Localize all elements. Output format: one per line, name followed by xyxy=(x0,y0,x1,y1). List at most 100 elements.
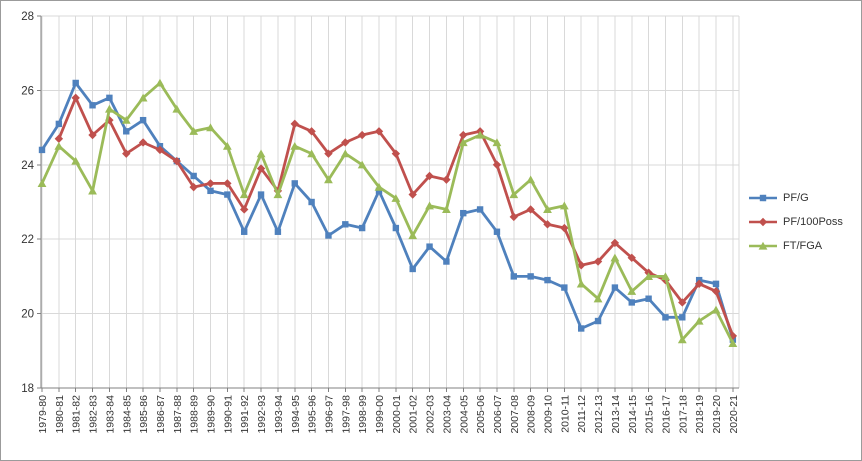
data-point xyxy=(324,175,333,184)
data-point xyxy=(460,209,467,217)
data-point xyxy=(594,317,602,325)
x-tick-label: 2018-19 xyxy=(694,395,706,434)
data-point xyxy=(475,130,485,139)
data-point xyxy=(291,180,298,187)
data-point xyxy=(678,298,687,307)
x-tick-label: 2014-15 xyxy=(627,395,639,434)
series-ft-fga xyxy=(37,78,738,347)
x-tick-label: 2011-12 xyxy=(576,395,588,433)
data-point xyxy=(492,138,502,147)
data-point xyxy=(324,149,333,158)
x-tick-label: 1982-83 xyxy=(88,395,100,434)
x-tick-label: 2000-01 xyxy=(391,395,403,434)
x-tick-label: 2009-10 xyxy=(543,395,555,434)
data-point xyxy=(308,198,315,206)
data-point xyxy=(206,179,215,188)
x-tick-label: 1989-90 xyxy=(206,395,218,434)
data-point xyxy=(257,191,265,198)
x-tick-label: 2010-11 xyxy=(559,395,571,433)
data-point xyxy=(408,231,418,240)
x-tick-label: 1994-95 xyxy=(290,395,302,434)
x-tick-label: 2019-20 xyxy=(711,395,723,434)
data-point xyxy=(509,212,518,222)
data-point xyxy=(358,224,366,232)
data-point xyxy=(54,142,64,150)
x-tick-label: 1980-81 xyxy=(54,395,66,434)
data-point xyxy=(37,179,47,187)
data-point xyxy=(577,261,586,270)
x-tick-label: 2012-13 xyxy=(593,395,605,434)
data-point xyxy=(374,127,384,136)
data-point xyxy=(493,228,501,235)
x-tick-label: 1996-97 xyxy=(323,395,335,434)
data-point xyxy=(611,284,619,291)
data-point xyxy=(307,149,316,158)
data-point xyxy=(578,325,585,332)
data-point xyxy=(576,279,586,288)
data-point xyxy=(677,335,687,344)
data-point xyxy=(728,339,738,347)
data-point xyxy=(661,272,670,280)
data-point xyxy=(711,287,721,296)
data-point xyxy=(610,238,620,248)
data-point xyxy=(391,194,401,202)
data-point xyxy=(543,205,552,214)
data-point xyxy=(138,93,148,102)
x-tick-label: 2017-18 xyxy=(677,395,689,434)
x-tick-label: 1997-98 xyxy=(340,395,352,434)
data-point xyxy=(207,187,214,195)
data-point xyxy=(256,164,266,173)
legend-marker-ft-fga-icon xyxy=(749,241,777,250)
data-point xyxy=(71,156,81,165)
data-point xyxy=(509,190,519,199)
data-point xyxy=(307,127,316,136)
data-point xyxy=(476,206,484,213)
data-point xyxy=(408,190,417,199)
data-point xyxy=(342,221,349,228)
x-tick-label: 2006-07 xyxy=(492,395,504,434)
gridlines xyxy=(41,15,740,388)
data-point xyxy=(138,138,148,147)
data-point xyxy=(122,149,131,158)
x-tick-label: 2008-09 xyxy=(526,395,538,434)
data-point xyxy=(54,134,64,143)
data-point xyxy=(190,172,197,180)
data-point xyxy=(105,104,114,113)
data-point xyxy=(290,142,300,150)
x-tick-label: 1986-87 xyxy=(155,395,167,434)
data-point xyxy=(374,182,384,191)
data-point xyxy=(492,160,502,169)
chart-legend: PF/G PF/100Poss FT/FGA xyxy=(748,192,843,252)
y-tick-label: 26 xyxy=(21,85,34,97)
data-point xyxy=(139,116,147,124)
data-point xyxy=(88,186,97,195)
data-point xyxy=(679,314,686,321)
data-point xyxy=(627,253,636,262)
x-axis-labels: 1979-80 1980-81 1981-82 1982-83 1983-84 1984-… xyxy=(37,395,740,434)
data-point xyxy=(222,142,232,150)
data-point xyxy=(189,127,199,135)
y-tick-label: 20 xyxy=(21,309,34,321)
x-tick-label: 1993-94 xyxy=(273,395,285,434)
x-tick-label: 1985-86 xyxy=(138,395,150,434)
y-tick-label: 28 xyxy=(21,11,34,23)
x-tick-label: 1992-93 xyxy=(256,395,268,434)
y-tick-label: 18 xyxy=(21,383,34,395)
data-point xyxy=(274,228,282,235)
axes xyxy=(37,15,739,392)
data-point xyxy=(206,123,215,132)
data-point xyxy=(559,201,569,210)
data-point xyxy=(662,314,669,321)
data-point xyxy=(224,191,231,198)
data-point xyxy=(392,224,400,232)
data-point xyxy=(425,171,434,181)
data-point xyxy=(712,280,720,288)
legend-item-pf-100poss: PF/100Poss xyxy=(748,216,843,228)
data-point xyxy=(241,228,248,235)
data-point xyxy=(560,223,569,233)
data-point xyxy=(425,201,434,210)
data-point xyxy=(106,94,113,102)
data-point xyxy=(593,294,603,303)
series-pf-100poss xyxy=(54,93,738,341)
